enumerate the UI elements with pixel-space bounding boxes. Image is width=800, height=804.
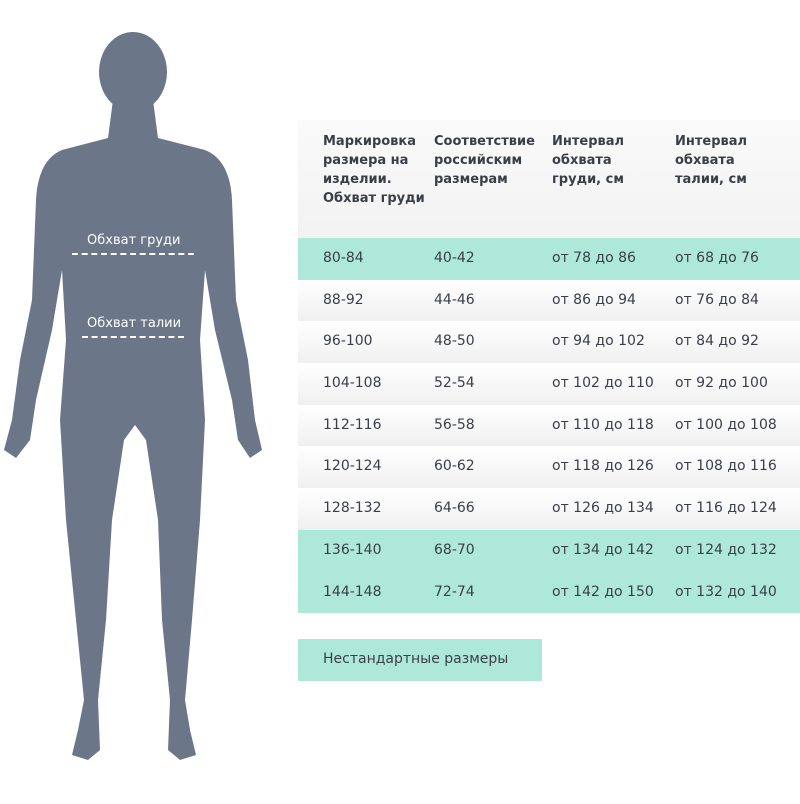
- table-cell: от 102 до 110: [552, 375, 654, 392]
- table-cell: от 78 до 86: [552, 250, 636, 266]
- table-cell: 128-132: [323, 500, 382, 517]
- chest-line: [72, 253, 194, 255]
- table-header: Маркировка размера на изделии. Обхват гр…: [298, 120, 800, 238]
- table-cell: 44-46: [434, 291, 475, 308]
- legend-label: Нестандартные размеры: [323, 651, 509, 667]
- table-cell: 64-66: [434, 500, 475, 517]
- header-size-marking: Маркировка размера на изделии. Обхват гр…: [323, 134, 425, 206]
- table-row: 136-140 68-70 от 134 до 142 от 124 до 132: [298, 529, 800, 572]
- table-cell: 60-62: [434, 458, 475, 475]
- table-row: 88-92 44-46 от 86 до 94 от 76 до 84: [298, 279, 800, 322]
- table-cell: от 132 до 140: [675, 583, 777, 600]
- human-figure-icon: [4, 32, 262, 760]
- waist-line: [82, 336, 184, 338]
- table-cell: от 118 до 126: [552, 458, 654, 475]
- table-row: 80-84 40-42 от 78 до 86 от 68 до 76: [298, 238, 800, 280]
- header-waist-range: Интервал обхвата талии, см: [675, 134, 748, 187]
- table-cell: 56-58: [434, 416, 475, 433]
- table-row: 144-148 72-74 от 142 до 150 от 132 до 140: [298, 571, 800, 614]
- table-row: 120-124 60-62 от 118 до 126 от 108 до 116: [298, 446, 800, 489]
- waist-girth-label: Обхват талии: [87, 316, 182, 331]
- table-cell: от 142 до 150: [552, 583, 654, 600]
- table-cell: 72-74: [434, 583, 475, 600]
- table-row: 104-108 52-54 от 102 до 110 от 92 до 100: [298, 363, 800, 405]
- table-cell: от 84 до 92: [675, 333, 759, 350]
- table-cell: от 134 до 142: [552, 541, 654, 558]
- table-cell: от 100 до 108: [675, 416, 777, 433]
- table-cell: от 86 до 94: [552, 291, 636, 308]
- table-cell: 112-116: [323, 416, 382, 433]
- table-row: 128-132 64-66 от 126 до 134 от 116 до 124: [298, 488, 800, 530]
- nonstandard-legend: Нестандартные размеры: [298, 639, 542, 681]
- table-cell: 80-84: [323, 250, 364, 266]
- table-cell: от 116 до 124: [675, 500, 777, 517]
- table-cell: 120-124: [323, 458, 382, 475]
- table-cell: от 92 до 100: [675, 375, 768, 392]
- header-russian-size: Соответствие российским размерам: [434, 134, 535, 187]
- table-cell: 68-70: [434, 541, 475, 558]
- table-cell: 104-108: [323, 375, 382, 392]
- header-chest-range: Интервал обхвата груди, см: [552, 134, 625, 187]
- table-row: 112-116 56-58 от 110 до 118 от 100 до 108: [298, 404, 800, 447]
- table-cell: 136-140: [323, 541, 382, 558]
- size-table: Маркировка размера на изделии. Обхват гр…: [298, 120, 800, 614]
- chest-girth-label: Обхват груди: [87, 233, 181, 248]
- table-cell: 96-100: [323, 333, 373, 350]
- table-cell: 88-92: [323, 291, 364, 308]
- table-cell: от 110 до 118: [552, 416, 654, 433]
- table-cell: 48-50: [434, 333, 475, 350]
- table-cell: от 126 до 134: [552, 500, 654, 517]
- body-silhouette: Обхват груди Обхват талии: [0, 0, 280, 800]
- table-cell: от 68 до 76: [675, 250, 759, 266]
- table-cell: от 124 до 132: [675, 541, 777, 558]
- table-cell: от 108 до 116: [675, 458, 777, 475]
- table-cell: от 76 до 84: [675, 291, 759, 308]
- table-cell: от 94 до 102: [552, 333, 645, 350]
- table-row: 96-100 48-50 от 94 до 102 от 84 до 92: [298, 321, 800, 364]
- table-cell: 52-54: [434, 375, 475, 392]
- table-cell: 144-148: [323, 583, 382, 600]
- table-cell: 40-42: [434, 250, 475, 266]
